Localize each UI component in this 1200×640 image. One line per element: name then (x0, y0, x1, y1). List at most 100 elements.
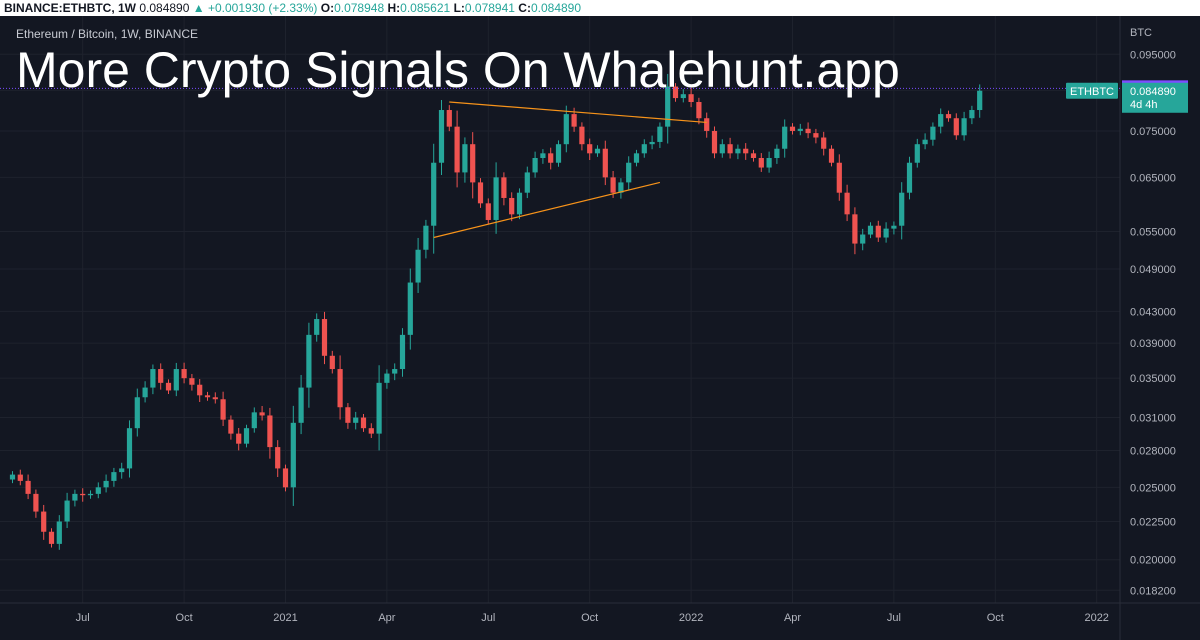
candle-body (969, 110, 975, 119)
candle (470, 132, 476, 199)
candle-body (407, 282, 413, 335)
candle (25, 474, 31, 500)
candle-body (119, 468, 125, 473)
candle (665, 73, 671, 144)
candle (953, 113, 959, 140)
candle-body (236, 433, 242, 444)
candle-body (56, 521, 62, 544)
candle (532, 151, 538, 178)
candle-body (938, 114, 944, 127)
y-tick-label: 0.020000 (1130, 555, 1176, 567)
candle (906, 156, 913, 200)
candle (782, 119, 788, 158)
candle (353, 411, 359, 430)
candle-body (532, 157, 538, 173)
candle (368, 423, 374, 438)
last-price-badge (1122, 82, 1188, 113)
candle (485, 198, 491, 225)
candle-body (516, 192, 523, 215)
candle-body (594, 148, 601, 154)
candle-body (415, 249, 421, 283)
candle (516, 188, 523, 220)
candle-body (860, 234, 866, 244)
candle (87, 490, 94, 499)
candle (914, 138, 920, 168)
x-axis: Jul Oct 2021 Apr Jul Oct 2022 Apr Jul Oct 2022 (76, 612, 1109, 624)
candle (329, 350, 335, 374)
candle-body (774, 148, 780, 158)
candle (48, 528, 55, 548)
last-price-text: 0.084890 (1130, 86, 1176, 98)
candle-body (727, 144, 733, 154)
symbol-badge-text: ETHBTC (1070, 86, 1114, 98)
candle (126, 420, 133, 478)
candle (259, 405, 265, 421)
candle-body (930, 126, 936, 140)
candle (134, 388, 140, 437)
candle (228, 415, 234, 440)
open-value: 0.078948 (334, 1, 385, 15)
candle (860, 228, 866, 251)
candle-body (384, 373, 390, 383)
candle (618, 178, 624, 199)
candle (672, 83, 679, 102)
candle-body (158, 369, 164, 383)
candle (80, 488, 86, 502)
candle (766, 151, 772, 173)
candle-body (150, 369, 156, 388)
candle (9, 471, 16, 484)
candle (142, 381, 148, 403)
ticker-bar: BINANCE:ETHBTC, 1W 0.084890 ▲ +0.001930 … (0, 0, 1200, 16)
candle-body (548, 153, 554, 163)
candle-body (353, 417, 359, 423)
y-tick-label: 0.043000 (1130, 306, 1176, 318)
trendline[interactable] (433, 181, 661, 239)
candle (641, 139, 647, 158)
x-tick-label: Jul (887, 612, 901, 624)
candle (758, 153, 764, 172)
candle-body (579, 126, 585, 145)
candle-body (626, 162, 632, 183)
candle (360, 414, 367, 432)
candle-body (95, 487, 101, 494)
candle (626, 156, 632, 191)
candle (267, 407, 273, 459)
candle-body (220, 399, 226, 420)
candle-body (251, 412, 257, 429)
candle (282, 464, 289, 492)
candle (891, 221, 897, 235)
candle-body (501, 177, 507, 198)
candle-body (267, 415, 273, 448)
candle-body (961, 118, 967, 136)
candle-body (493, 177, 499, 220)
y-axis: BTC 0.0950000.0850000.0750000.0650000.05… (1130, 27, 1176, 597)
candle (548, 147, 554, 170)
ticker-change: ▲ +0.001930 (+2.33%) (192, 1, 318, 15)
trendline[interactable] (449, 101, 707, 124)
candle-body (945, 114, 952, 119)
candle-body (17, 474, 23, 481)
candle (579, 122, 585, 151)
candle (407, 268, 413, 350)
open-label: O: (320, 1, 335, 15)
candle-body (470, 144, 476, 183)
y-tick-label: 0.035000 (1130, 373, 1176, 385)
candle-body (672, 86, 679, 99)
x-tick-label: Apr (378, 612, 395, 624)
high-value: 0.085621 (400, 1, 451, 15)
candle-body (462, 144, 468, 173)
candle (119, 462, 125, 479)
trendlines (433, 101, 707, 239)
candle-body (9, 474, 16, 480)
candle (555, 140, 562, 167)
candle-body (345, 407, 351, 423)
candle-body (782, 126, 788, 149)
candle-body (298, 387, 304, 423)
candle (922, 133, 928, 150)
candle-body (875, 225, 881, 238)
candle (345, 403, 351, 429)
candle-body (704, 118, 710, 131)
candle-body (641, 144, 647, 154)
candle (56, 515, 62, 550)
